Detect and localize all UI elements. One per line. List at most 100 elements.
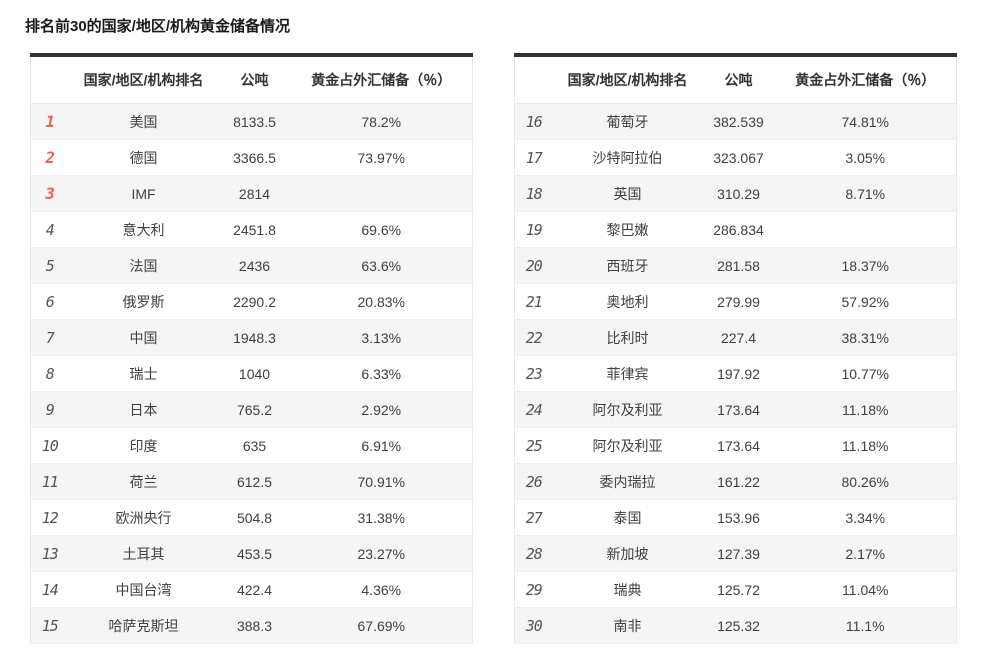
cell-tonnes: 2436 — [218, 247, 291, 284]
cell-tonnes: 382.539 — [702, 103, 775, 140]
cell-rank: 10 — [30, 427, 69, 464]
cell-name: 沙特阿拉伯 — [552, 139, 703, 176]
table-row: 30 南非 125.32 11.1% — [514, 607, 957, 644]
cell-name: 哈萨克斯坦 — [68, 607, 219, 644]
table-row: 23 菲律宾 197.92 10.77% — [514, 355, 957, 392]
cell-name: 土耳其 — [68, 535, 219, 572]
gold-reserves-table-ranks-16-30: 国家/地区/机构排名 公吨 黄金占外汇储备（％） 16 葡萄牙 382.539 74.… — [514, 53, 957, 644]
table-row: 25 阿尔及利亚 173.64 11.18% — [514, 427, 957, 464]
table-row: 4 意大利 2451.8 69.6% — [30, 211, 473, 248]
cell-name: 英国 — [552, 175, 703, 212]
cell-share: 11.04% — [774, 571, 957, 608]
table-row: 16 葡萄牙 382.539 74.81% — [514, 103, 957, 140]
cell-tonnes: 765.2 — [218, 391, 291, 428]
cell-share: 3.34% — [774, 499, 957, 536]
cell-tonnes: 2451.8 — [218, 211, 291, 248]
cell-tonnes: 125.32 — [702, 607, 775, 644]
cell-share: 31.38% — [290, 499, 473, 536]
cell-share: 20.83% — [290, 283, 473, 320]
cell-rank: 16 — [514, 103, 553, 140]
cell-share — [290, 175, 473, 212]
table-row: 17 沙特阿拉伯 323.067 3.05% — [514, 139, 957, 176]
table-row: 22 比利时 227.4 38.31% — [514, 319, 957, 356]
cell-share: 73.97% — [290, 139, 473, 176]
cell-share: 23.27% — [290, 535, 473, 572]
cell-name: 印度 — [68, 427, 219, 464]
cell-tonnes: 173.64 — [702, 427, 775, 464]
cell-rank: 21 — [514, 283, 553, 320]
cell-tonnes: 1040 — [218, 355, 291, 392]
cell-share: 38.31% — [774, 319, 957, 356]
cell-share: 74.81% — [774, 103, 957, 140]
cell-rank: 28 — [514, 535, 553, 572]
cell-tonnes: 127.39 — [702, 535, 775, 572]
cell-share: 3.13% — [290, 319, 473, 356]
cell-tonnes: 1948.3 — [218, 319, 291, 356]
table-body-right: 16 葡萄牙 382.539 74.81% 17 沙特阿拉伯 323.067 3.05% 18 英… — [514, 103, 957, 644]
table-row: 3 IMF 2814 — [30, 175, 473, 212]
cell-tonnes: 173.64 — [702, 391, 775, 428]
cell-tonnes: 388.3 — [218, 607, 291, 644]
cell-tonnes: 279.99 — [702, 283, 775, 320]
cell-name: 荷兰 — [68, 463, 219, 500]
header-share: 黄金占外汇储备（％） — [774, 55, 957, 104]
cell-tonnes: 612.5 — [218, 463, 291, 500]
cell-name: 葡萄牙 — [552, 103, 703, 140]
table-row: 24 阿尔及利亚 173.64 11.18% — [514, 391, 957, 428]
cell-share: 3.05% — [774, 139, 957, 176]
cell-share — [774, 211, 957, 248]
cell-rank: 2 — [30, 139, 69, 176]
cell-share: 18.37% — [774, 247, 957, 284]
cell-name: 黎巴嫩 — [552, 211, 703, 248]
cell-share: 8.71% — [774, 175, 957, 212]
cell-share: 63.6% — [290, 247, 473, 284]
header-rank — [514, 55, 553, 104]
cell-rank: 4 — [30, 211, 69, 248]
header-row: 国家/地区/机构排名 公吨 黄金占外汇储备（％） — [30, 55, 473, 104]
cell-rank: 15 — [30, 607, 69, 644]
cell-name: 阿尔及利亚 — [552, 427, 703, 464]
cell-rank: 9 — [30, 391, 69, 428]
cell-name: 奥地利 — [552, 283, 703, 320]
header-share: 黄金占外汇储备（％） — [290, 55, 473, 104]
cell-rank: 11 — [30, 463, 69, 500]
cell-name: 委内瑞拉 — [552, 463, 703, 500]
cell-name: 美国 — [68, 103, 219, 140]
cell-tonnes: 227.4 — [702, 319, 775, 356]
cell-share: 70.91% — [290, 463, 473, 500]
cell-tonnes: 125.72 — [702, 571, 775, 608]
header-tonnes: 公吨 — [702, 55, 775, 104]
cell-tonnes: 635 — [218, 427, 291, 464]
cell-rank: 23 — [514, 355, 553, 392]
cell-share: 6.33% — [290, 355, 473, 392]
gold-reserves-table-ranks-1-15: 国家/地区/机构排名 公吨 黄金占外汇储备（％） 1 美国 8133.5 78.2% 2… — [30, 53, 473, 644]
cell-share: 57.92% — [774, 283, 957, 320]
cell-rank: 13 — [30, 535, 69, 572]
cell-name: 意大利 — [68, 211, 219, 248]
cell-tonnes: 3366.5 — [218, 139, 291, 176]
cell-name: 德国 — [68, 139, 219, 176]
cell-rank: 1 — [30, 103, 69, 140]
table-row: 9 日本 765.2 2.92% — [30, 391, 473, 428]
cell-name: 俄罗斯 — [68, 283, 219, 320]
table-row: 10 印度 635 6.91% — [30, 427, 473, 464]
table-row: 2 德国 3366.5 73.97% — [30, 139, 473, 176]
cell-rank: 22 — [514, 319, 553, 356]
cell-name: 瑞典 — [552, 571, 703, 608]
cell-rank: 14 — [30, 571, 69, 608]
table-row: 11 荷兰 612.5 70.91% — [30, 463, 473, 500]
cell-rank: 30 — [514, 607, 553, 644]
cell-rank: 25 — [514, 427, 553, 464]
cell-name: 瑞士 — [68, 355, 219, 392]
table-row: 21 奥地利 279.99 57.92% — [514, 283, 957, 320]
cell-rank: 24 — [514, 391, 553, 428]
cell-share: 78.2% — [290, 103, 473, 140]
cell-name: 南非 — [552, 607, 703, 644]
table-row: 27 泰国 153.96 3.34% — [514, 499, 957, 536]
cell-name: 比利时 — [552, 319, 703, 356]
cell-name: 法国 — [68, 247, 219, 284]
table-row: 13 土耳其 453.5 23.27% — [30, 535, 473, 572]
cell-rank: 7 — [30, 319, 69, 356]
table-row: 29 瑞典 125.72 11.04% — [514, 571, 957, 608]
